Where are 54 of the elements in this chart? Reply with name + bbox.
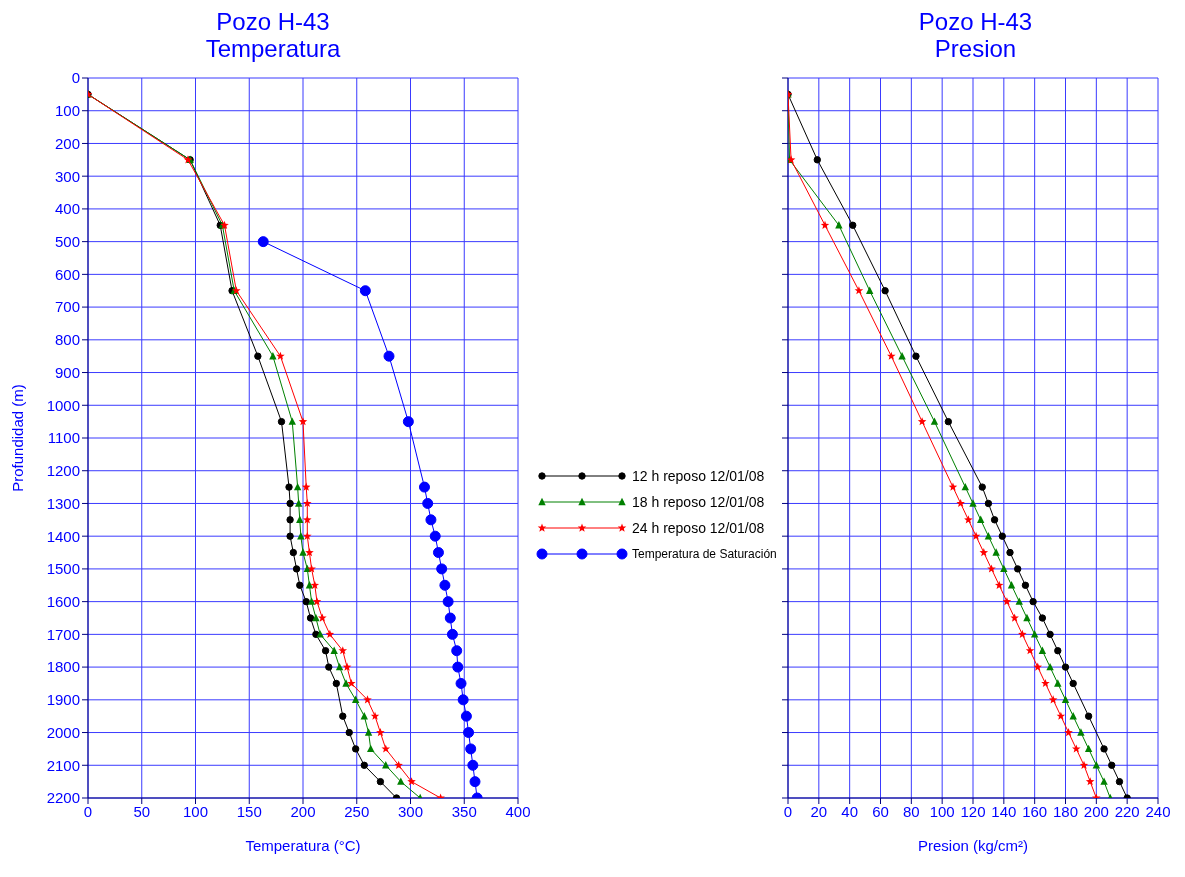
x-tick-label: 100 [182, 802, 209, 820]
x-tick-label: 100 [929, 802, 955, 820]
y-tick-label: 100 [54, 102, 80, 120]
x-tick-label: 200 [290, 802, 316, 820]
y-tick-label: 500 [54, 232, 80, 250]
x-tick-label: 150 [236, 802, 262, 820]
y-tick-label: 700 [54, 298, 80, 316]
x-tick-label: 240 [1145, 802, 1171, 820]
y-tick-label: 1400 [46, 527, 80, 545]
x-tick-label: 140 [991, 802, 1017, 820]
y-tick-label: 800 [54, 331, 80, 349]
y-tick-label: 0 [71, 69, 80, 87]
y-tick-label: 300 [54, 167, 80, 185]
y-tick-label: 1800 [46, 658, 80, 676]
y-axis-title: Profundidad (m) [9, 384, 27, 492]
y-tick-label: 2000 [46, 723, 80, 741]
chart-title: Pozo H-43 Temperatura [204, 8, 342, 62]
legend-label: 18 h reposo 12/01/08 [632, 494, 765, 510]
x-tick-label: 350 [451, 802, 477, 820]
x-tick-label: 300 [397, 802, 424, 820]
y-tick-label: 900 [54, 363, 80, 381]
x-tick-label: 220 [1114, 802, 1140, 820]
y-tick-label: 1000 [46, 396, 80, 414]
x-tick-label: 180 [1052, 802, 1079, 820]
x-tick-label: 0 [83, 802, 93, 820]
x-tick-label: 40 [841, 802, 859, 820]
y-tick-label: 1200 [46, 462, 80, 480]
x-tick-label: 160 [1022, 802, 1048, 820]
y-tick-label: 400 [54, 200, 80, 218]
x-tick-label: 80 [902, 802, 920, 820]
y-tick-label: 1300 [46, 494, 80, 512]
legend-label: Temperatura de Saturación [632, 547, 777, 561]
y-tick-label: 1700 [46, 625, 80, 643]
x-tick-label: 20 [810, 802, 828, 820]
x-axis-title: Presion (kg/cm²) [917, 837, 1029, 854]
chart-title: Pozo H-43 Presion [917, 8, 1034, 62]
y-tick-label: 200 [54, 134, 80, 152]
x-axis-title: Temperatura (°C) [245, 837, 361, 854]
y-tick-label: 1500 [46, 560, 80, 578]
y-tick-label: 1100 [47, 429, 80, 447]
x-tick-label: 0 [783, 802, 793, 820]
legend-label: 24 h reposo 12/01/08 [632, 520, 765, 536]
x-tick-label: 120 [960, 802, 986, 820]
y-tick-label: 600 [54, 265, 80, 283]
legend-label: 12 h reposo 12/01/08 [632, 468, 765, 484]
y-tick-label: 1600 [46, 592, 80, 610]
x-tick-label: 60 [872, 802, 889, 820]
y-tick-label: 1900 [46, 691, 80, 709]
x-tick-label: 250 [344, 802, 370, 820]
y-tick-label: 2200 [46, 789, 80, 807]
x-tick-label: 50 [133, 802, 151, 820]
x-tick-label: 400 [505, 802, 531, 820]
x-tick-label: 200 [1083, 802, 1109, 820]
y-tick-label: 2100 [46, 756, 80, 774]
